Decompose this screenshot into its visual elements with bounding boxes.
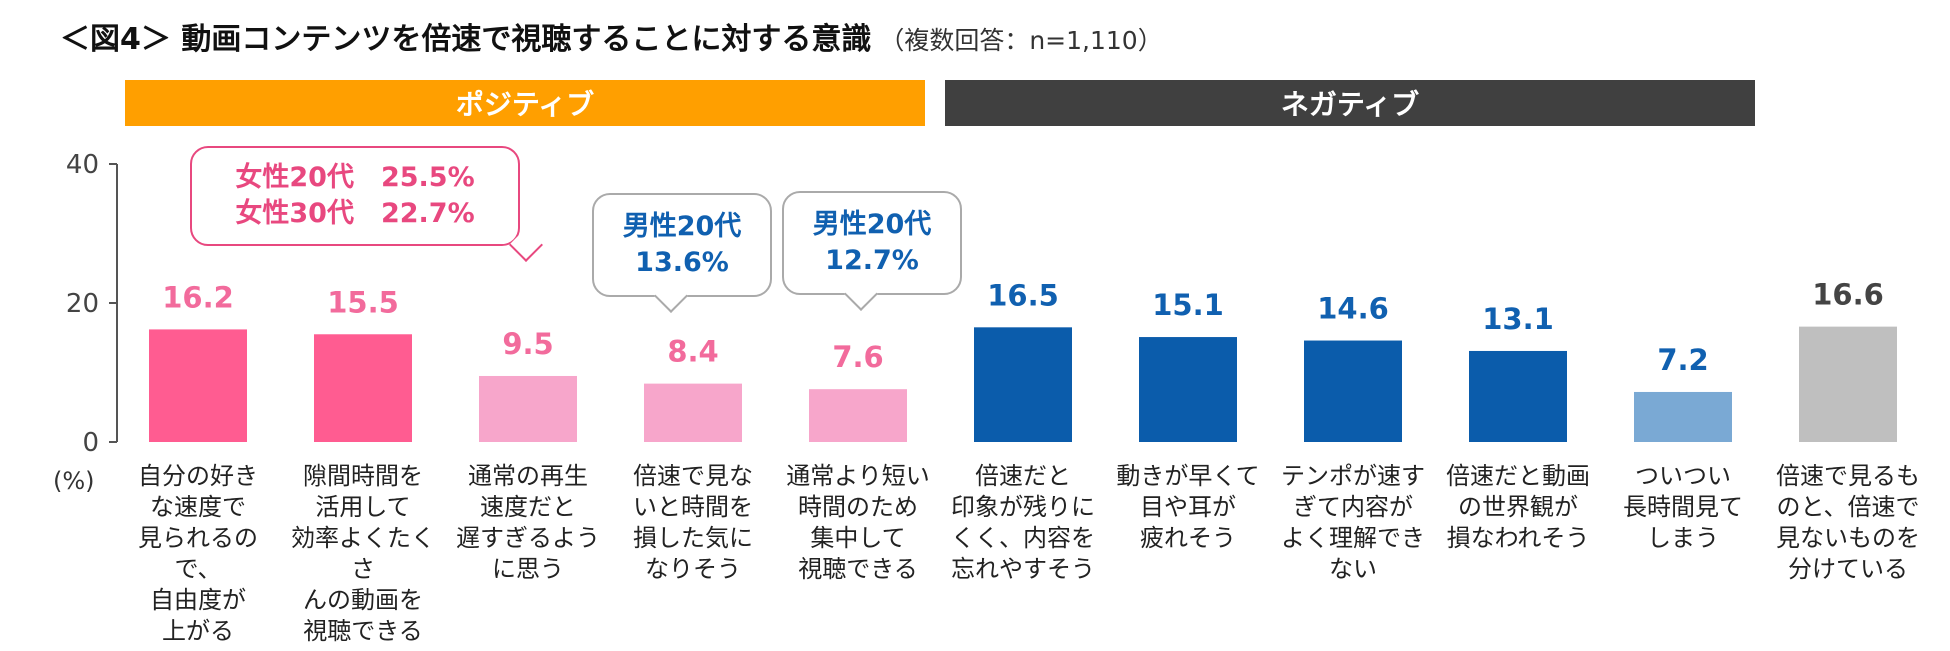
bar xyxy=(644,383,742,442)
title-main: ＜図4＞ 動画コンテンツを倍速で視聴することに対する意識 xyxy=(60,22,872,57)
bar xyxy=(1469,350,1567,442)
category-label: 倍速で見るも のと、倍速で 見ないものを 分けている xyxy=(1776,462,1920,583)
callout-line: 男性20代 xyxy=(622,211,742,242)
callout-male-20s-b: 男性20代 12.7% xyxy=(782,191,962,311)
positive-group-band: ポジティブ xyxy=(125,80,925,126)
data-label: 7.2 xyxy=(1657,343,1708,377)
y-tick-label: 40 xyxy=(66,150,99,180)
callout-female-20s-30s: 女性20代 25.5% 女性30代 22.7% xyxy=(190,146,543,262)
bar xyxy=(149,329,247,442)
y-axis-unit-label: (%) xyxy=(53,467,95,495)
data-label: 14.6 xyxy=(1317,292,1389,326)
data-label: 7.6 xyxy=(832,340,883,374)
category-label: テンポが速す ぎて内容が よく理解でき ない xyxy=(1281,462,1425,583)
data-label: 16.2 xyxy=(162,280,234,314)
category-label: 自分の好き な速度で 見られるので、 自由度が 上がる xyxy=(138,462,258,645)
title-sample-size: （複数回答：n=1,110） xyxy=(879,26,1163,55)
callout-male-20s-a: 男性20代 13.6% xyxy=(592,193,772,313)
bar xyxy=(1139,337,1237,442)
category-label: 隙間時間を 活用して 効率よくたくさ んの動画を 視聴できる xyxy=(291,462,435,645)
data-label: 16.5 xyxy=(987,278,1059,312)
callout-line: 男性20代 xyxy=(812,209,932,240)
data-label: 8.4 xyxy=(667,335,718,369)
data-label: 9.5 xyxy=(502,327,553,361)
bar xyxy=(479,375,577,442)
bar xyxy=(1799,326,1897,442)
category-label: 通常の再生 速度だと 遅すぎるよう に思う xyxy=(456,462,600,583)
data-label: 15.5 xyxy=(327,285,399,319)
chart-title: ＜図4＞ 動画コンテンツを倍速で視聴することに対する意識 （複数回答：n=1,11… xyxy=(60,14,1163,58)
category-label: 倍速で見な いと時間を 損した気に なりそう xyxy=(633,462,753,583)
category-label: 倍速だと動画 の世界観が 損なわれそう xyxy=(1446,462,1590,552)
data-label: 15.1 xyxy=(1152,288,1224,322)
bar xyxy=(809,389,907,442)
y-tick-label: 20 xyxy=(66,289,99,319)
category-label: 倍速だと 印象が残りに くく、内容を 忘れやすそう xyxy=(951,462,1095,583)
callout-line: 13.6% xyxy=(635,247,729,278)
negative-group-band: ネガティブ xyxy=(945,80,1755,126)
category-label: ついつい 長時間見て しまう xyxy=(1623,462,1743,552)
category-label: 通常より短い 時間のため 集中して 視聴できる xyxy=(786,462,930,583)
bar xyxy=(314,334,412,442)
bar xyxy=(974,327,1072,442)
bar xyxy=(1634,391,1732,442)
y-tick-label: 0 xyxy=(82,428,99,458)
data-label: 13.1 xyxy=(1482,302,1554,336)
category-label: 動きが早くて 目や耳が 疲れそう xyxy=(1116,462,1260,552)
callout-line: 12.7% xyxy=(825,245,919,276)
callout-line: 女性20代 25.5% xyxy=(235,162,475,193)
bar xyxy=(1304,340,1402,442)
data-label: 16.6 xyxy=(1812,278,1884,312)
callout-line: 女性30代 22.7% xyxy=(235,198,475,229)
